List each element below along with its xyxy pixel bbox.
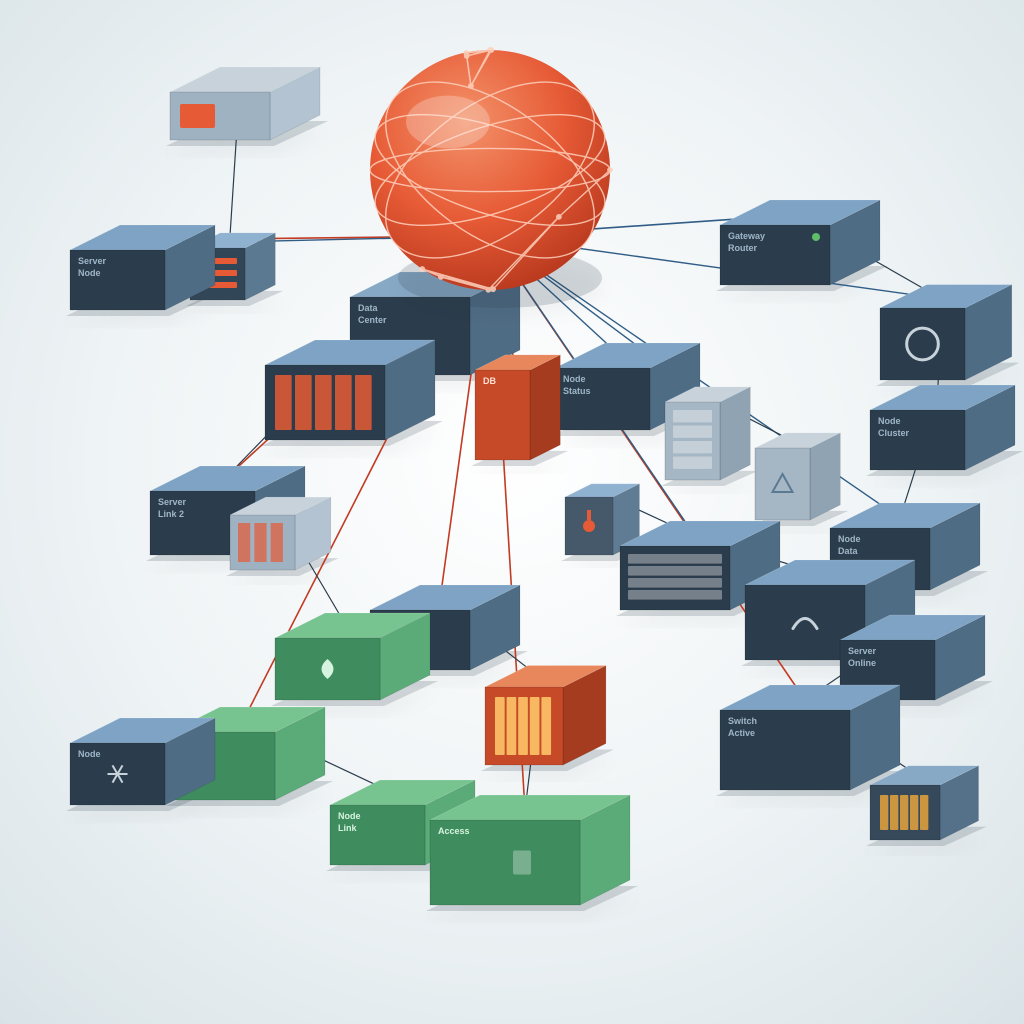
- node-label: Access: [438, 826, 470, 836]
- network-node: [230, 497, 331, 570]
- network-node: [880, 285, 1012, 380]
- network-diagram: Gateway Router Server Node Data Center Node Sta…: [0, 0, 1024, 1024]
- network-node: [265, 340, 435, 440]
- network-node: Gateway Router: [720, 200, 880, 285]
- globe: [355, 47, 625, 308]
- network-node: [870, 766, 979, 840]
- network-node: [665, 387, 750, 480]
- node-label: Link 2: [158, 509, 184, 519]
- node-label: Server: [78, 256, 107, 266]
- node-label: Center: [358, 315, 387, 325]
- node-label: Server: [158, 497, 187, 507]
- network-node: DB: [475, 355, 560, 460]
- node-label: Node: [878, 416, 901, 426]
- node-label: Node: [563, 374, 586, 384]
- node-label: Link: [338, 823, 357, 833]
- node-label: Node: [338, 811, 361, 821]
- node-label: Active: [728, 728, 755, 738]
- network-node: [275, 613, 430, 700]
- node-label: Data: [838, 546, 859, 556]
- network-node: Switch Active: [720, 685, 900, 790]
- node-label: Gateway: [728, 231, 765, 241]
- node-label: Node: [838, 534, 861, 544]
- node-label: Status: [563, 386, 591, 396]
- node-label: Server: [848, 646, 877, 656]
- node-label: DB: [483, 376, 496, 386]
- node-label: Switch: [728, 716, 757, 726]
- node-label: Router: [728, 243, 757, 253]
- node-label: Cluster: [878, 428, 910, 438]
- node-label: Node: [78, 749, 101, 759]
- network-node: [485, 666, 606, 765]
- node-label: Online: [848, 658, 876, 668]
- node-label: Node: [78, 268, 101, 278]
- network-node: [755, 433, 840, 520]
- network-node: Access: [430, 795, 630, 905]
- node-label: Data: [358, 303, 379, 313]
